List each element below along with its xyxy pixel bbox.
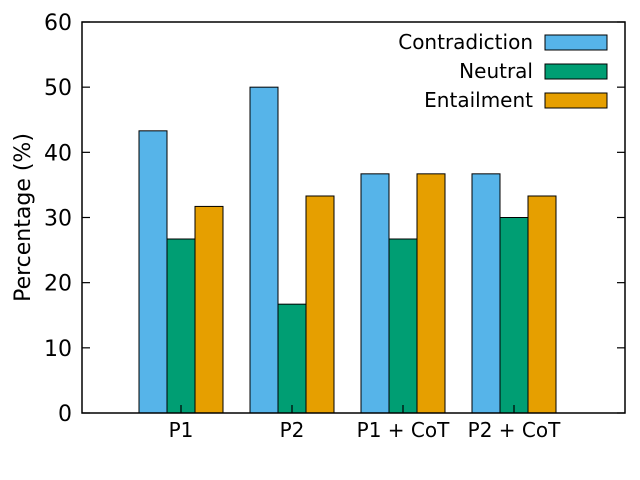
x-tick-label: P2 [280, 418, 305, 442]
bars-group [138, 86, 557, 414]
bar-entailment-1 [305, 195, 335, 414]
bar-contradiction-2 [360, 173, 390, 414]
y-tick-label: 30 [44, 207, 72, 232]
bar-neutral-0 [166, 238, 196, 414]
y-axis-label: Percentage (%) [11, 133, 36, 302]
legend-swatch-contradiction [544, 34, 608, 51]
legend-label-contradiction: Contradiction [398, 30, 533, 54]
bar-entailment-0 [194, 205, 224, 414]
legend-swatch-entailment [544, 92, 608, 109]
y-axis-ticks: 0 10 20 30 40 50 60 [44, 11, 625, 427]
x-tick-label: P1 + CoT [357, 418, 450, 442]
bar-entailment-2 [416, 173, 446, 414]
bar-entailment-3 [527, 195, 557, 414]
y-tick-label: 60 [44, 11, 72, 36]
y-tick-label: 0 [58, 402, 72, 427]
x-axis-ticks: P1 P2 P1 + CoT P2 + CoT [169, 405, 561, 442]
legend-label-entailment: Entailment [424, 88, 533, 112]
bar-contradiction-0 [138, 130, 168, 414]
plot-frame [81, 21, 626, 414]
y-tick-label: 50 [44, 76, 72, 101]
y-tick-label: 40 [44, 141, 72, 166]
x-tick-label: P2 + CoT [468, 418, 561, 442]
bar-neutral-3 [499, 217, 529, 414]
legend-swatch-neutral [544, 63, 608, 80]
bar-contradiction-1 [249, 86, 279, 414]
legend-label-neutral: Neutral [459, 59, 533, 83]
bar-neutral-1 [277, 303, 307, 414]
bar-neutral-2 [388, 238, 418, 414]
x-tick-label: P1 [169, 418, 194, 442]
y-tick-label: 20 [44, 272, 72, 297]
y-tick-label: 10 [44, 337, 72, 362]
legend: Contradiction Neutral Entailment [398, 30, 608, 112]
bar-contradiction-3 [471, 173, 501, 414]
